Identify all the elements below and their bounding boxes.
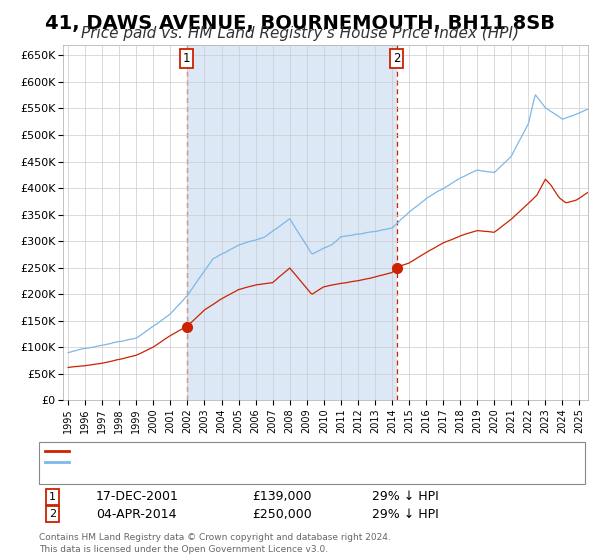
Text: 41, DAWS AVENUE, BOURNEMOUTH, BH11 8SB (detached house): 41, DAWS AVENUE, BOURNEMOUTH, BH11 8SB (… xyxy=(72,446,435,456)
Text: 29% ↓ HPI: 29% ↓ HPI xyxy=(372,490,439,503)
Text: 04-APR-2014: 04-APR-2014 xyxy=(96,507,176,521)
Text: Price paid vs. HM Land Registry's House Price Index (HPI): Price paid vs. HM Land Registry's House … xyxy=(81,26,519,41)
Text: 1: 1 xyxy=(49,492,56,502)
Text: £139,000: £139,000 xyxy=(252,490,311,503)
Text: £250,000: £250,000 xyxy=(252,507,312,521)
Text: 2: 2 xyxy=(49,509,56,519)
Bar xyxy=(187,45,397,400)
Text: 29% ↓ HPI: 29% ↓ HPI xyxy=(372,507,439,521)
Text: 41, DAWS AVENUE, BOURNEMOUTH, BH11 8SB: 41, DAWS AVENUE, BOURNEMOUTH, BH11 8SB xyxy=(45,14,555,33)
Text: 17-DEC-2001: 17-DEC-2001 xyxy=(96,490,179,503)
Text: HPI: Average price, detached house, Bournemouth Christchurch and Poole: HPI: Average price, detached house, Bour… xyxy=(72,457,487,467)
Text: Contains HM Land Registry data © Crown copyright and database right 2024.
This d: Contains HM Land Registry data © Crown c… xyxy=(39,533,391,554)
Text: 2: 2 xyxy=(393,52,400,65)
Text: 1: 1 xyxy=(183,52,190,65)
